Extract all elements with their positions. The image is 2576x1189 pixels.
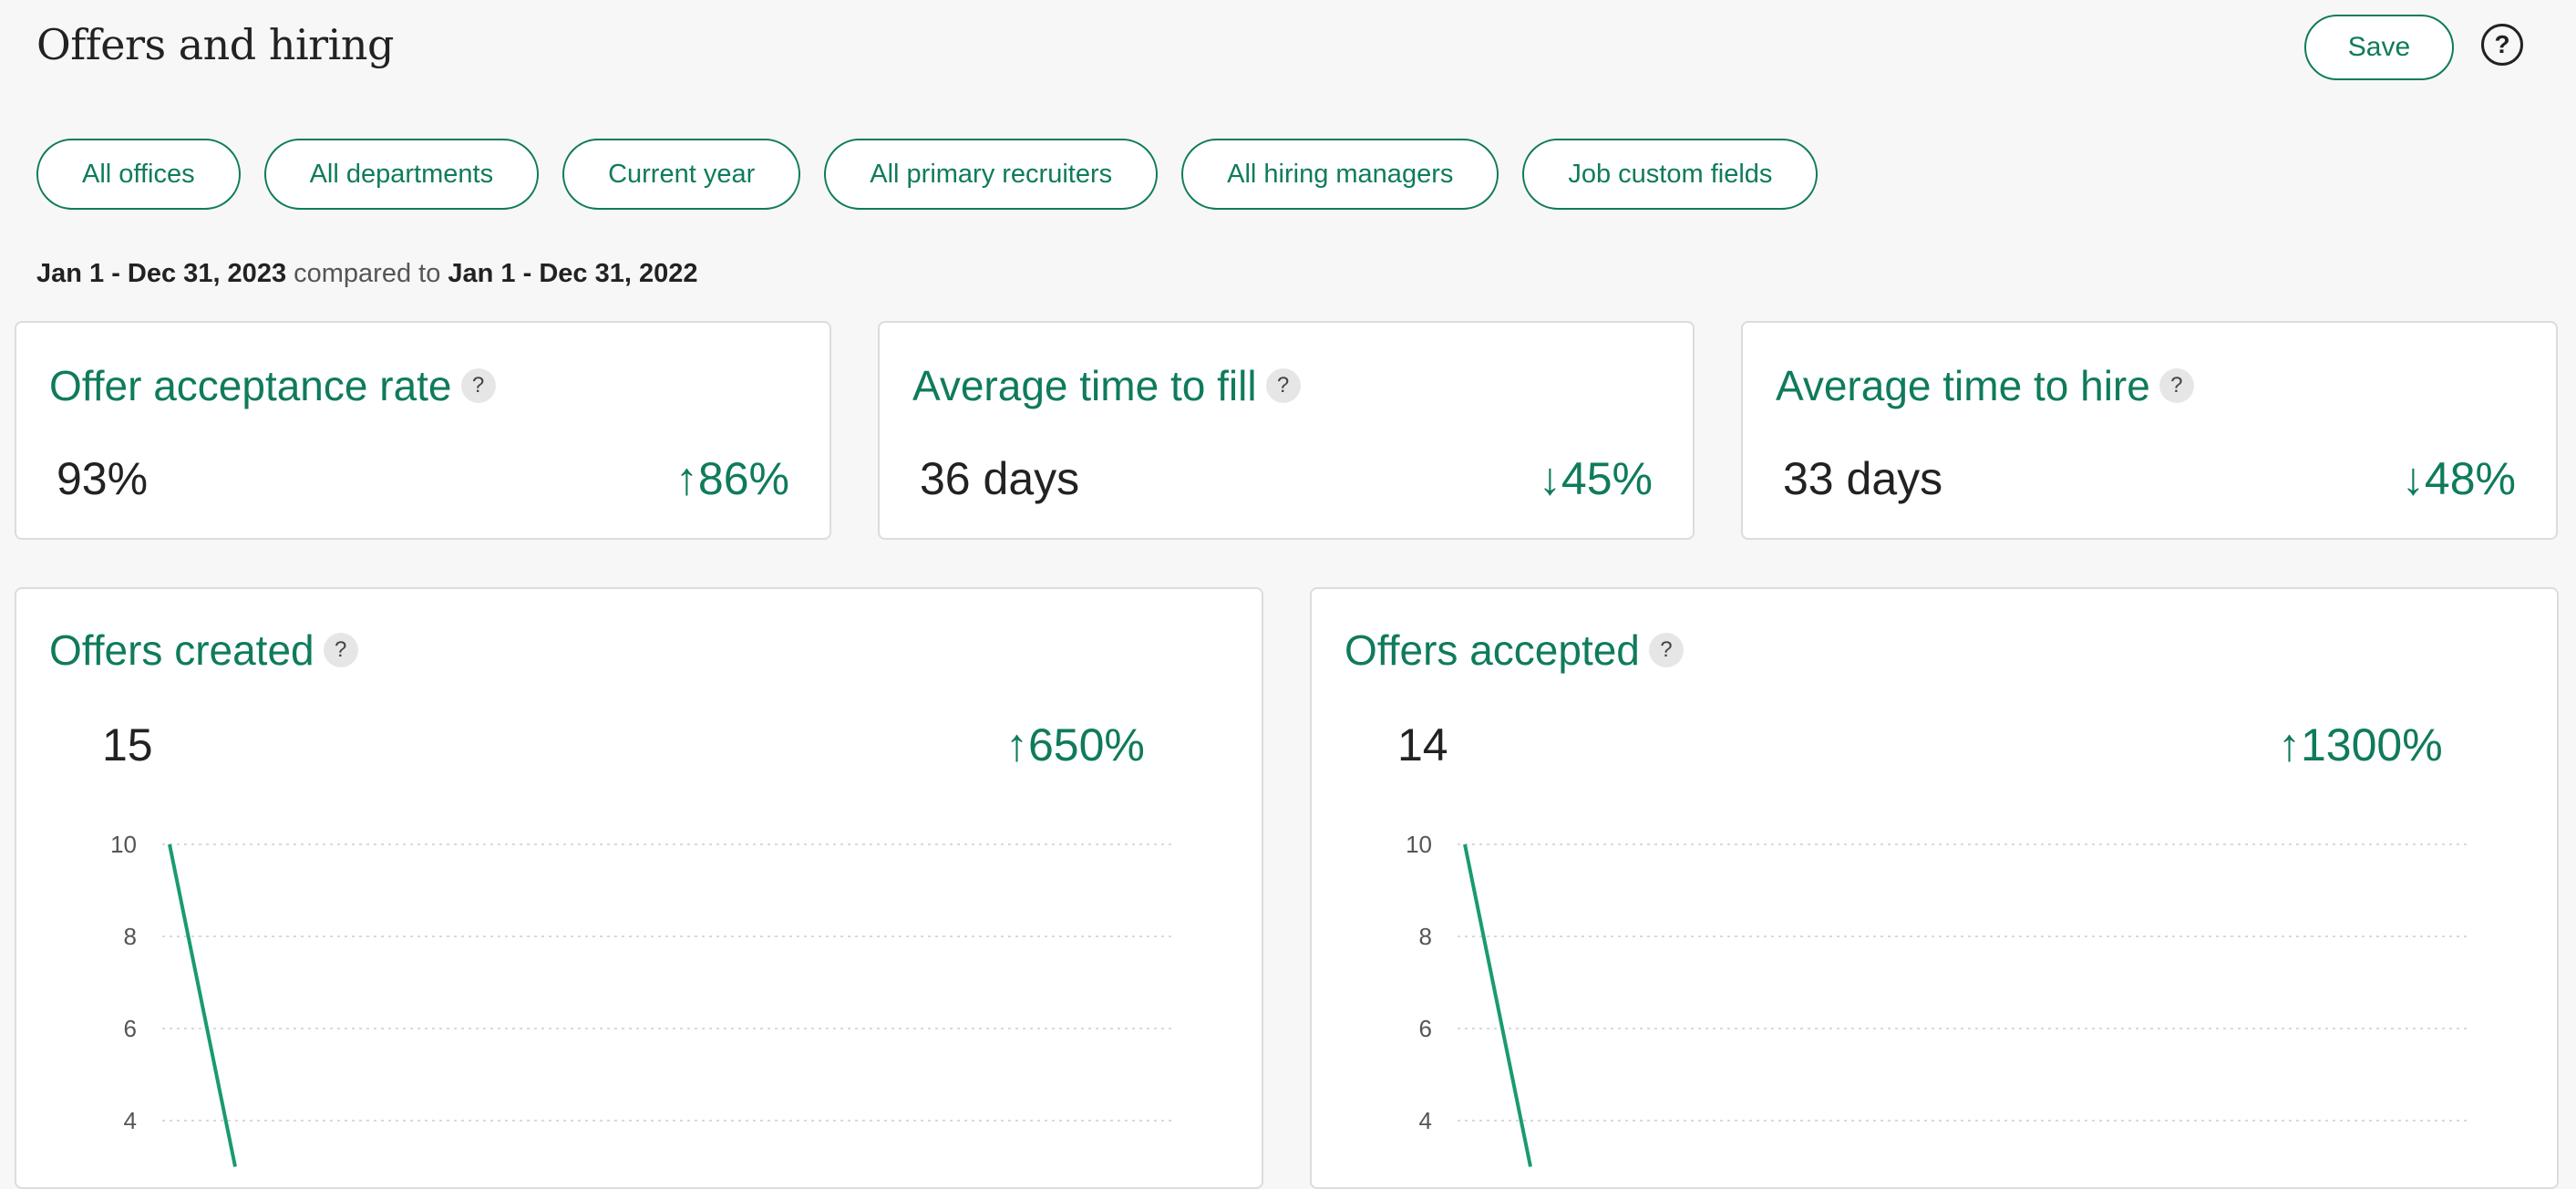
help-icon[interactable]: ? [460,368,496,403]
chart-total-value: 14 [1397,719,1448,770]
current-date-range: Jan 1 - Dec 31, 2023 [36,259,287,288]
page-title: Offers and hiring [36,20,394,69]
kpi-title-text: Offer acceptance rate [49,362,452,409]
offers-accepted-chart: 10 8 6 4 [1406,831,2471,1167]
filter-job-custom-fields[interactable]: Job custom fields [1522,139,1819,210]
kpi-value: 33 days [1783,453,1943,504]
filter-hiring-managers[interactable]: All hiring managers [1181,139,1499,210]
y-tick-label: 4 [124,1107,137,1134]
y-tick-label: 10 [1406,831,1432,858]
y-tick-label: 6 [124,1015,137,1042]
chart-title: Offers created ? [49,626,358,675]
chart-change-value: 1300% [2301,719,2443,770]
y-tick-label: 4 [1419,1107,1432,1134]
filter-bar: All offices All departments Current year… [36,139,1819,210]
kpi-change: ↓48% [2402,452,2516,505]
filter-date-range[interactable]: Current year [562,139,801,210]
kpi-title-text: Average time to hire [1776,362,2150,409]
previous-date-range: Jan 1 - Dec 31, 2022 [448,259,698,288]
kpi-change: ↑86% [675,452,789,505]
kpi-card-time-to-fill: Average time to fill ? 36 days ↓45% [878,321,1695,540]
kpi-change-value: 45% [1561,453,1653,504]
help-icon[interactable]: ? [2159,368,2194,403]
chart-change: ↑1300% [2278,719,2443,771]
help-icon[interactable]: ? [323,633,358,667]
filter-primary-recruiters[interactable]: All primary recruiters [824,139,1159,210]
chart-card-offers-created: Offers created ? 15 ↑650% 10 8 6 4 [15,587,1263,1189]
chart-change: ↑650% [1005,719,1145,771]
kpi-change: ↓45% [1539,452,1653,505]
date-range-summary: Jan 1 - Dec 31, 2023 compared to Jan 1 -… [36,259,697,289]
kpi-title: Average time to hire ? [1776,361,2194,410]
kpi-value: 36 days [920,453,1080,504]
kpi-change-value: 86% [697,453,789,504]
arrow-up-icon: ↑ [675,453,698,504]
kpi-title: Offer acceptance rate ? [49,361,496,410]
arrow-up-icon: ↑ [2278,719,2301,770]
kpi-title: Average time to fill ? [912,361,1301,410]
arrow-up-icon: ↑ [1005,719,1028,770]
save-button[interactable]: Save [2304,15,2454,80]
kpi-value: 93% [57,453,149,504]
y-tick-label: 6 [1419,1015,1432,1042]
arrow-down-icon: ↓ [1538,453,1561,504]
help-icon[interactable]: ? [1265,368,1301,403]
kpi-title-text: Average time to fill [912,362,1257,409]
y-tick-label: 10 [110,831,137,858]
chart-title-text: Offers created [49,626,314,674]
kpi-card-offer-acceptance: Offer acceptance rate ? 93% ↑86% [15,321,831,540]
chart-title: Offers accepted ? [1345,626,1684,675]
kpi-change-value: 48% [2424,453,2516,504]
filter-offices[interactable]: All offices [36,139,241,210]
series-line [168,843,237,1167]
chart-change-value: 650% [1028,719,1145,770]
help-icon[interactable]: ? [1648,633,1684,667]
arrow-down-icon: ↓ [2401,453,2425,504]
compared-to-label: compared to [294,259,441,288]
offers-created-chart: 10 8 6 4 [110,831,1176,1167]
kpi-card-time-to-hire: Average time to hire ? 33 days ↓48% [1741,321,2558,540]
help-icon[interactable]: ? [2481,24,2523,66]
y-tick-label: 8 [124,923,137,950]
filter-departments[interactable]: All departments [263,139,540,210]
y-tick-label: 8 [1419,923,1432,950]
chart-title-text: Offers accepted [1345,626,1640,674]
chart-card-offers-accepted: Offers accepted ? 14 ↑1300% 10 8 6 4 [1310,587,2559,1189]
series-line [1463,843,1532,1167]
chart-total-value: 15 [102,719,153,770]
